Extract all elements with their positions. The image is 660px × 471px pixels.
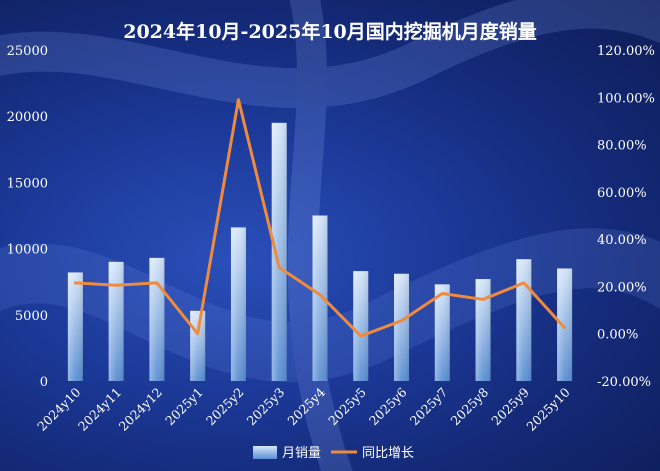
x-axis-tick-label: 2025y6 — [366, 384, 410, 428]
left-axis-tick-label: 0 — [40, 375, 48, 390]
bar-highlight — [149, 257, 165, 381]
right-axis-tick-label: 20.00% — [597, 280, 647, 295]
x-axis-tick-label: 2025y8 — [447, 384, 491, 428]
x-axis-tick-label: 2024y10 — [34, 384, 83, 433]
right-axis-tick-label: 80.00% — [597, 139, 647, 154]
bar-highlight — [230, 227, 246, 381]
bar-highlight — [190, 310, 206, 381]
right-axis-tick-label: 0.00% — [597, 328, 638, 343]
right-y-axis: -20.00% 0.00% 20.00% 40.00% 60.00% 80.00% 100.… — [597, 44, 655, 390]
x-axis-tick-label: 2024y12 — [116, 385, 165, 434]
x-axis-tick-label: 2025y7 — [407, 384, 451, 428]
bar-highlight — [557, 268, 573, 381]
left-axis-tick-label: 5000 — [15, 309, 48, 324]
left-axis-tick-label: 25000 — [7, 44, 48, 59]
x-axis-tick-label: 2025y3 — [244, 384, 288, 428]
left-axis-tick-label: 10000 — [7, 243, 48, 258]
bar-highlight — [108, 261, 124, 381]
bar-highlight — [67, 272, 83, 381]
legend: 月销量 同比增长 — [253, 446, 414, 461]
right-axis-tick-label: 60.00% — [597, 186, 647, 201]
bar-highlight — [271, 122, 287, 381]
bar-highlight — [353, 271, 369, 381]
bar-highlight — [434, 284, 450, 381]
chart-title: 2024年10月-2025年10月国内挖掘机月度销量 — [123, 20, 537, 43]
bar-highlight — [475, 279, 491, 381]
bar-highlight — [312, 215, 328, 381]
line-series — [73, 98, 567, 338]
x-axis-tick-label: 2024y11 — [75, 385, 124, 434]
legend-swatch-bars — [253, 446, 277, 459]
left-axis-tick-label: 15000 — [7, 176, 48, 191]
x-axis-tick-label: 2025y2 — [203, 385, 247, 429]
x-axis-tick-label: 2025y1 — [162, 385, 206, 429]
bar-highlight — [516, 259, 532, 381]
left-axis-tick-label: 20000 — [7, 110, 48, 125]
line-path — [73, 98, 567, 338]
x-axis-tick-label: 2025y10 — [523, 384, 572, 433]
bar-series — [67, 122, 573, 381]
left-y-axis: 0 5000 10000 15000 20000 25000 — [7, 44, 48, 390]
right-axis-tick-label: 120.00% — [597, 44, 655, 59]
right-axis-tick-label: 40.00% — [597, 233, 647, 248]
right-axis-tick-label: 100.00% — [597, 91, 655, 106]
legend-label-bars: 月销量 — [282, 446, 321, 461]
right-axis-tick-label: -20.00% — [597, 375, 651, 390]
legend-label-line: 同比增长 — [362, 446, 414, 461]
bar-highlight — [394, 273, 410, 381]
